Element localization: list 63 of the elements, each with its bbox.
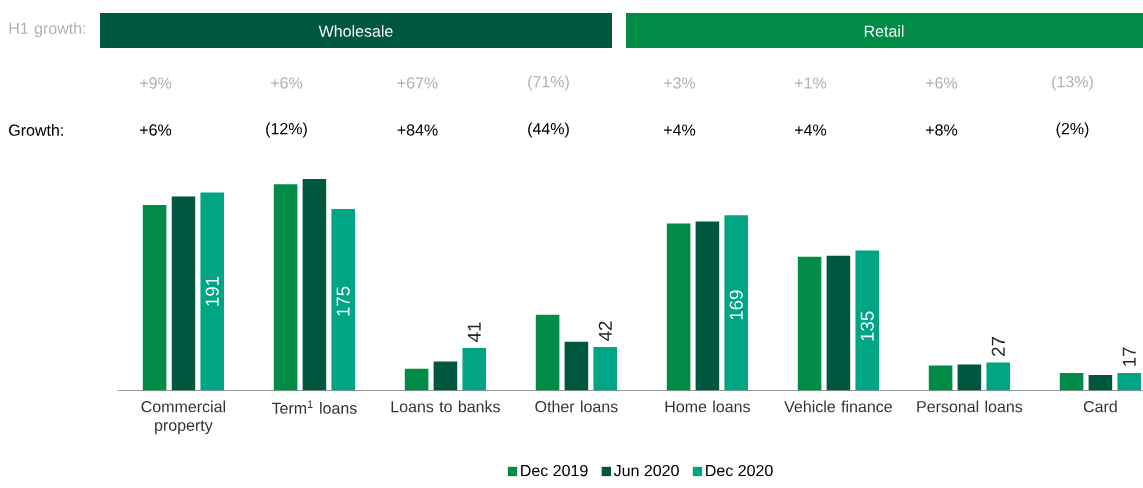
bar [695, 221, 720, 391]
text: Wholesale [318, 25, 393, 37]
data-label: 41 [467, 322, 481, 342]
data-label: 135 [860, 311, 874, 341]
bar [302, 178, 327, 391]
bar [797, 256, 822, 391]
x-tick-label: Personal loans [917, 400, 1023, 413]
data-label: 175 [336, 286, 350, 316]
x-tick-label: Card [1083, 400, 1117, 413]
text: +9% [140, 77, 172, 89]
text: (13%) [1052, 75, 1093, 91]
legend-label: Jun 2020 [613, 464, 679, 477]
text: +4% [664, 124, 696, 136]
text: +84% [397, 124, 438, 136]
data-label: 169 [729, 290, 743, 320]
bar [171, 196, 196, 391]
bar [855, 250, 880, 391]
bar [1059, 372, 1084, 391]
text: (71%) [528, 75, 569, 91]
text: (12%) [266, 122, 307, 138]
bar [142, 204, 167, 391]
bar [535, 314, 560, 391]
bar [200, 192, 225, 391]
bar [564, 341, 589, 391]
text: H1 growth: [9, 22, 86, 38]
data-label: 42 [598, 321, 612, 341]
data-label: 27 [991, 337, 1005, 356]
bar [826, 255, 851, 391]
text: +3% [664, 77, 696, 89]
x-tick-label: Loans to banks [391, 400, 500, 413]
data-label: 191 [205, 276, 219, 306]
text: +1% [795, 77, 827, 89]
text: +6% [271, 77, 303, 89]
text: Growth: [9, 124, 63, 136]
text: (44%) [528, 122, 569, 138]
text: +6% [140, 124, 172, 136]
legend-label: Dec 2019 [521, 464, 588, 477]
text: +8% [926, 124, 958, 136]
bar [331, 209, 356, 391]
bar [957, 364, 982, 391]
bar [273, 184, 298, 391]
text: +6% [926, 77, 958, 89]
legend-label: Dec 2020 [706, 464, 773, 477]
bar [404, 368, 429, 391]
text: +4% [795, 124, 827, 136]
bar [724, 215, 749, 391]
text: +67% [397, 77, 438, 89]
x-tick-label: Home loans [665, 400, 750, 413]
x-tick-label: Vehicle finance [784, 400, 892, 413]
text: Retail [864, 25, 904, 37]
x-tick-label: Commercial property [141, 400, 225, 435]
bar [593, 346, 618, 391]
bar [928, 365, 953, 391]
bar [666, 223, 691, 391]
bar [462, 347, 487, 391]
data-label: 17 [1122, 347, 1136, 366]
bar [1088, 374, 1113, 391]
bar [1117, 372, 1142, 391]
x-tick-label: Term$^{1}$ loans [271, 400, 357, 414]
text: (2%) [1056, 122, 1089, 138]
x-tick-label: Other loans [535, 400, 618, 413]
bar [986, 362, 1011, 391]
bar [433, 361, 458, 391]
